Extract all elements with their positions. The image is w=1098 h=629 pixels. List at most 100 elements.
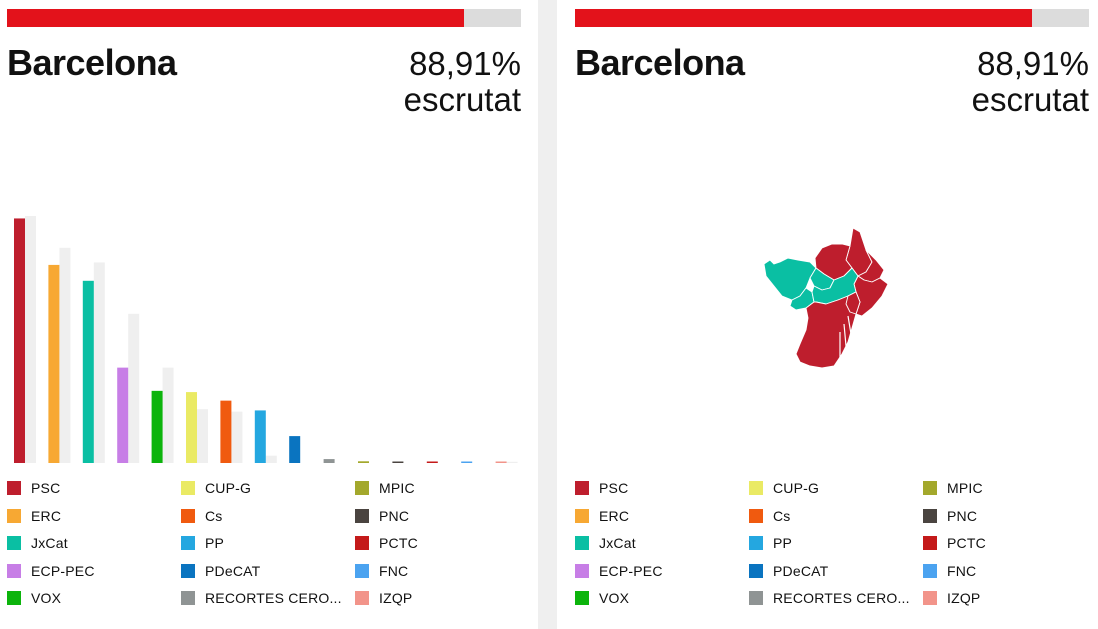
bar-previous-cs[interactable]: [231, 411, 243, 463]
legend-label: PDeCAT: [773, 563, 829, 579]
legend-swatch: [181, 564, 195, 578]
legend-item[interactable]: RECORTES CERO...: [749, 588, 910, 608]
bar-izqp[interactable]: [495, 461, 507, 464]
legend-swatch: [355, 509, 369, 523]
legend-label: Cs: [205, 508, 223, 524]
district-map: [763, 227, 889, 369]
bar-jxcat[interactable]: [82, 280, 94, 463]
bar-pctc[interactable]: [426, 461, 438, 464]
legend-item[interactable]: JxCat: [575, 533, 636, 553]
legend-item[interactable]: VOX: [575, 588, 629, 608]
bar-ecp-pec[interactable]: [117, 367, 129, 463]
bar-mpic[interactable]: [358, 461, 369, 463]
legend-item[interactable]: IZQP: [355, 588, 412, 608]
legend-label: PSC: [599, 480, 629, 496]
legend-label: VOX: [599, 590, 630, 606]
city-title: Barcelona: [7, 42, 177, 83]
scrutiny-percent-label: escrutat: [403, 81, 521, 118]
map-district-sants-montjuic[interactable]: [795, 291, 861, 369]
bar-previous-pp[interactable]: [265, 455, 277, 463]
bar-cup-g[interactable]: [186, 392, 197, 463]
map-district-ciutat-vella[interactable]: [845, 291, 861, 315]
legend-swatch: [575, 509, 589, 523]
panel-divider: [538, 0, 557, 629]
legend-item[interactable]: JxCat: [7, 533, 68, 553]
legend-label: IZQP: [379, 590, 413, 606]
legend-item[interactable]: IZQP: [923, 588, 980, 608]
bar-erc[interactable]: [48, 264, 60, 463]
legend-item[interactable]: PCTC: [355, 533, 418, 553]
scrutiny-percent-value: 88,91%: [977, 45, 1089, 82]
legend-item[interactable]: PNC: [355, 506, 409, 526]
bar-previous-vox[interactable]: [162, 367, 174, 463]
legend-label: VOX: [31, 590, 62, 606]
legend-swatch: [923, 536, 937, 550]
legend-item[interactable]: FNC: [355, 561, 408, 581]
bar-previous-psc[interactable]: [25, 216, 36, 463]
legend-item[interactable]: PSC: [7, 478, 60, 498]
bar-fnc[interactable]: [461, 461, 473, 464]
legend-item[interactable]: Cs: [749, 506, 791, 526]
scrutiny-percent: 88,91% escrutat: [404, 46, 521, 118]
legend-item[interactable]: ERC: [7, 506, 61, 526]
legend-swatch: [749, 509, 763, 523]
legend-swatch: [181, 591, 195, 605]
legend-swatch: [181, 509, 195, 523]
legend-item[interactable]: PP: [181, 533, 224, 553]
legend-label: PSC: [31, 480, 61, 496]
legend-swatch: [7, 591, 21, 605]
legend-label: RECORTES CERO...: [205, 590, 342, 606]
bar-previous-jxcat[interactable]: [93, 262, 105, 463]
legend-item[interactable]: CUP-G: [181, 478, 251, 498]
seats-bar-chart: [14, 216, 518, 464]
legend-item[interactable]: PP: [749, 533, 792, 553]
bar-previous-ecp-pec[interactable]: [128, 313, 140, 463]
bar-pdecat[interactable]: [289, 436, 301, 463]
legend-swatch: [575, 564, 589, 578]
scrutiny-progress-fill: [7, 9, 464, 27]
bar-pp[interactable]: [254, 410, 266, 463]
bar-previous-izqp[interactable]: [506, 461, 518, 463]
legend-item[interactable]: PCTC: [923, 533, 986, 553]
legend-swatch: [749, 536, 763, 550]
legend-label: JxCat: [31, 535, 68, 551]
legend-item[interactable]: ECP-PEC: [575, 561, 663, 581]
map-district-sant-marti[interactable]: [853, 275, 889, 317]
legend-swatch: [7, 509, 21, 523]
legend-label: PP: [773, 535, 793, 551]
legend-item[interactable]: ERC: [575, 506, 629, 526]
legend-item[interactable]: Cs: [181, 506, 223, 526]
legend-label: IZQP: [947, 590, 981, 606]
legend-item[interactable]: CUP-G: [749, 478, 819, 498]
legend-item[interactable]: RECORTES CERO...: [181, 588, 342, 608]
bar-vox[interactable]: [151, 390, 163, 463]
bar-cs[interactable]: [220, 400, 232, 463]
scrutiny-progress-bar: [575, 9, 1089, 27]
legend-item[interactable]: PNC: [923, 506, 977, 526]
legend-label: CUP-G: [773, 480, 820, 496]
legend-item[interactable]: MPIC: [923, 478, 983, 498]
legend-item[interactable]: PDeCAT: [181, 561, 260, 581]
legend-swatch: [7, 564, 21, 578]
bar-previous-cup-g[interactable]: [197, 409, 208, 463]
legend-swatch: [355, 591, 369, 605]
legend-label: PP: [205, 535, 225, 551]
legend-item[interactable]: ECP-PEC: [7, 561, 95, 581]
legend-item[interactable]: VOX: [7, 588, 61, 608]
legend-item[interactable]: PSC: [575, 478, 628, 498]
legend-label: RECORTES CERO...: [773, 590, 910, 606]
bar-psc[interactable]: [14, 218, 25, 463]
results-panel-map: Barcelona 88,91% escrutat PSC ERC JxCat ECP…: [575, 0, 1089, 629]
legend-item[interactable]: PDeCAT: [749, 561, 828, 581]
legend-item[interactable]: MPIC: [355, 478, 415, 498]
bar-previous-erc[interactable]: [59, 247, 71, 463]
legend-item[interactable]: FNC: [923, 561, 976, 581]
legend-swatch: [749, 481, 763, 495]
legend-swatch: [923, 591, 937, 605]
bar-recortes-cero-[interactable]: [323, 459, 335, 463]
bar-pnc[interactable]: [392, 461, 404, 464]
legend-label: FNC: [379, 563, 409, 579]
legend-swatch: [923, 481, 937, 495]
legend-swatch: [181, 481, 195, 495]
legend-swatch: [575, 591, 589, 605]
